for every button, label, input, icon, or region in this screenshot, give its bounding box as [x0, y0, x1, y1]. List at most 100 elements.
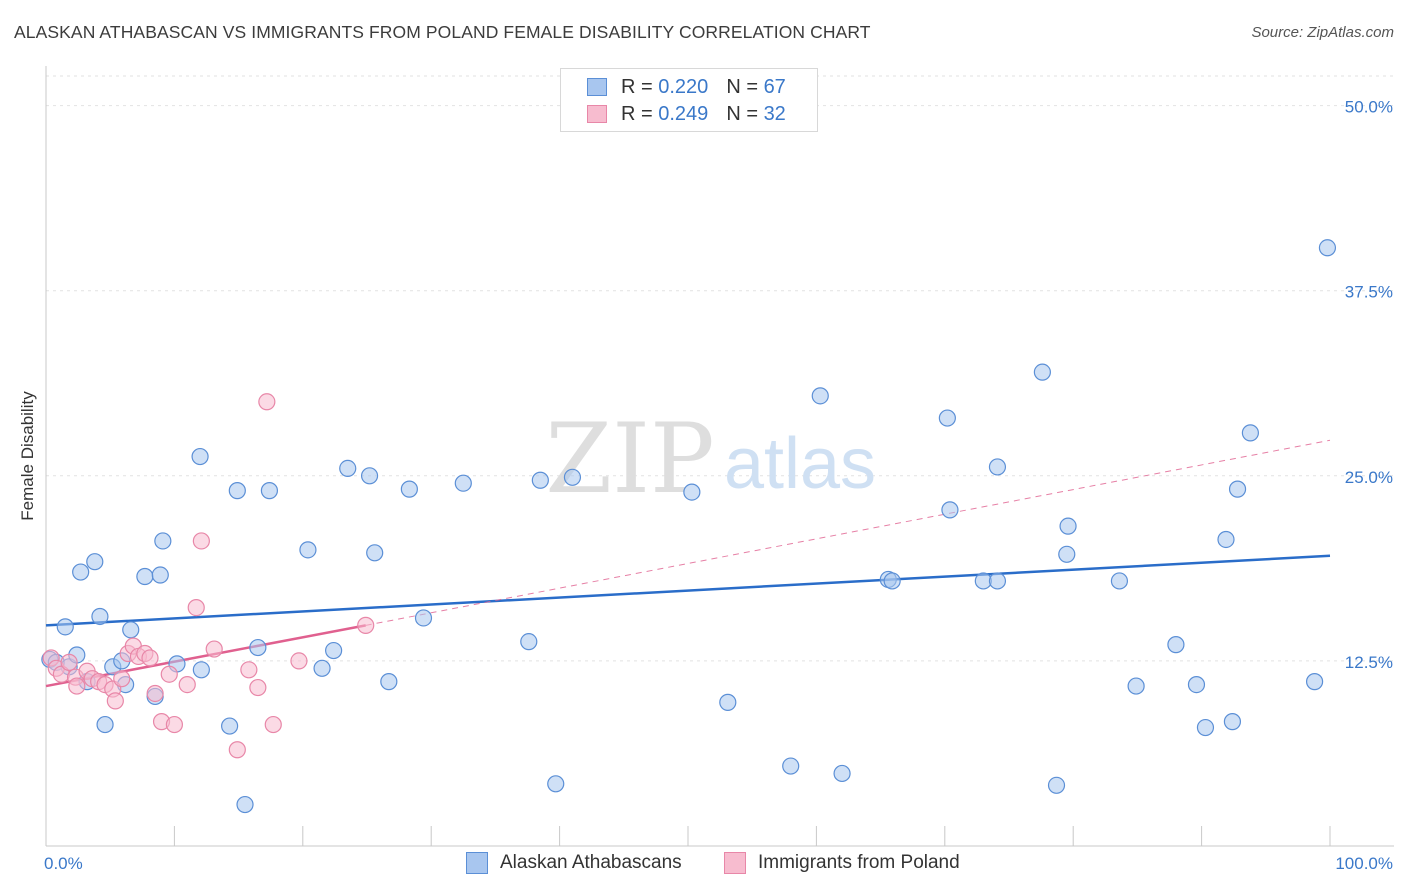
- athabascan-point: [1033, 363, 1051, 381]
- poland-point: [113, 670, 131, 688]
- bottom-legend-swatch-blue: [466, 852, 488, 874]
- y-tick-label: 25.0%: [1345, 468, 1393, 487]
- athabascan-point: [1187, 675, 1206, 694]
- athabascan-point: [1196, 718, 1215, 737]
- poland-point: [187, 598, 205, 617]
- poland-point: [205, 640, 223, 658]
- athabascan-point: [1167, 636, 1185, 654]
- athabascan-point: [683, 483, 701, 501]
- athabascan-point: [192, 661, 210, 679]
- athabascan-point: [236, 795, 254, 814]
- legend-swatch-pink: [587, 105, 607, 123]
- athabascan-point: [1127, 677, 1145, 695]
- athabascan-point: [91, 607, 109, 626]
- gridlines: [46, 75, 1394, 662]
- x-tick-label: 100.0%: [1335, 854, 1393, 873]
- watermark: ZIP atlas: [545, 403, 876, 515]
- legend-swatch-blue: [587, 78, 607, 96]
- athabascan-point: [1241, 424, 1259, 442]
- athabascan-point: [782, 757, 800, 775]
- poland-point: [264, 715, 282, 734]
- poland-point: [146, 684, 164, 703]
- poland-point: [240, 661, 258, 679]
- y-tick-label: 50.0%: [1345, 98, 1393, 117]
- athabascan-point: [1110, 572, 1129, 590]
- athabascan-point: [520, 633, 538, 651]
- athabascan-point: [1059, 517, 1077, 535]
- athabascan-point: [1305, 673, 1324, 691]
- athabascan-point: [414, 609, 433, 627]
- legend-n-label: N =: [726, 75, 758, 98]
- athabascan-point: [228, 482, 246, 500]
- poland-trend-extension: [365, 439, 1331, 626]
- axes: [45, 66, 1394, 847]
- athabascan-point: [1228, 480, 1247, 498]
- athabascan-point: [136, 567, 154, 586]
- athabascan-point: [811, 387, 829, 405]
- legend: R = 0.220 N = 67 R = 0.249 N = 32: [560, 68, 818, 132]
- legend-r-value: 0.220: [658, 75, 709, 98]
- poland-point: [290, 652, 308, 670]
- series-name: Immigrants from Poland: [758, 852, 960, 873]
- x-tick-label: 0.0%: [44, 854, 83, 873]
- poland-point: [106, 692, 124, 710]
- athabascan-point: [260, 482, 279, 500]
- athabascan-point: [380, 673, 398, 691]
- athabascan-point: [96, 715, 114, 734]
- poland-point: [249, 678, 267, 697]
- bottom-legend-swatch-pink: [724, 852, 746, 874]
- athabascan-point: [531, 471, 549, 489]
- athabascan-point: [454, 474, 472, 492]
- bottom-legend-poland: Immigrants from Poland: [724, 852, 960, 874]
- legend-n-label: N =: [726, 102, 758, 125]
- athabascan-point: [833, 764, 851, 783]
- athabascan-point: [154, 532, 172, 550]
- athabascan-point: [941, 501, 959, 519]
- data-points: [41, 239, 1337, 814]
- legend-r-label: R =: [621, 75, 653, 98]
- athabascan-point: [1223, 713, 1242, 731]
- athabascan-point: [339, 459, 357, 478]
- poland-point: [165, 715, 183, 734]
- athabascan-point: [1217, 530, 1235, 549]
- chart-title: ALASKAN ATHABASCAN VS IMMIGRANTS FROM PO…: [14, 22, 871, 42]
- athabascan-point: [563, 468, 582, 486]
- athabascan-point: [400, 480, 418, 498]
- athabascan-point: [325, 641, 343, 660]
- series-name: Alaskan Athabascans: [500, 852, 682, 873]
- athabascan-point: [1318, 239, 1337, 257]
- athabascan-point: [1047, 776, 1066, 794]
- poland-point: [178, 675, 196, 694]
- poland-point: [68, 677, 86, 695]
- source-label: Source: ZipAtlas.com: [1251, 24, 1394, 41]
- athabascan-point: [221, 717, 239, 735]
- athabascan-trend-line: [45, 554, 1331, 627]
- athabascan-point: [299, 541, 317, 559]
- athabascan-point: [1058, 545, 1076, 563]
- athabascan-point: [883, 572, 901, 590]
- y-tick-label: 12.5%: [1345, 653, 1393, 672]
- athabascan-point: [360, 467, 379, 485]
- athabascan-point: [86, 553, 104, 571]
- poland-point: [258, 393, 276, 411]
- y-tick-label: 37.5%: [1345, 283, 1393, 302]
- legend-r-label: R =: [621, 102, 653, 125]
- athabascan-point: [191, 447, 209, 466]
- legend-row-athabascan: R = 0.220 N = 67: [587, 75, 786, 99]
- athabascan-point: [249, 638, 267, 657]
- poland-point: [357, 616, 375, 634]
- poland-point: [192, 532, 210, 550]
- legend-row-poland: R = 0.249 N = 32: [587, 102, 786, 126]
- athabascan-point: [72, 563, 90, 581]
- athabascan-point: [547, 775, 565, 793]
- athabascan-point: [56, 618, 74, 636]
- poland-point: [141, 649, 159, 667]
- poland-point: [160, 665, 178, 683]
- athabascan-point: [988, 572, 1007, 590]
- poland-point: [228, 741, 246, 759]
- athabascan-point: [938, 409, 956, 427]
- athabascan-point: [366, 544, 384, 562]
- athabascan-point: [988, 458, 1007, 476]
- poland-point: [60, 653, 78, 671]
